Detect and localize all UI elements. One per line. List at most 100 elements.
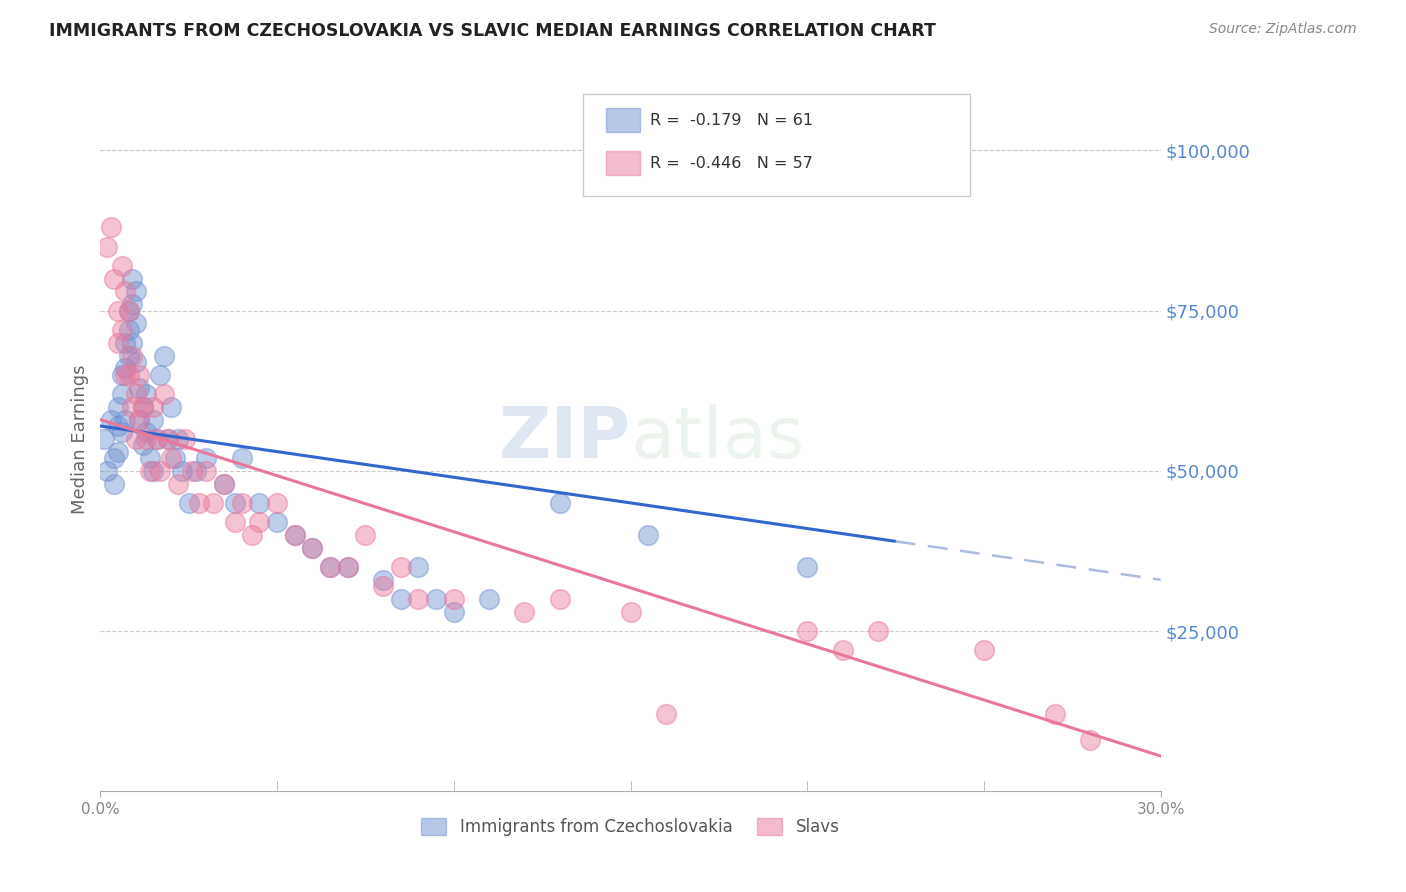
Point xyxy=(114,368,136,382)
Point xyxy=(181,464,204,478)
Point xyxy=(146,432,169,446)
Point xyxy=(103,450,125,465)
Point xyxy=(146,432,169,446)
Point xyxy=(212,476,235,491)
Point xyxy=(319,560,342,574)
Point xyxy=(212,476,235,491)
Point xyxy=(224,515,246,529)
Point xyxy=(354,528,377,542)
Point xyxy=(110,368,132,382)
Point xyxy=(170,464,193,478)
Point xyxy=(177,496,200,510)
Point xyxy=(548,496,571,510)
Text: IMMIGRANTS FROM CZECHOSLOVAKIA VS SLAVIC MEDIAN EARNINGS CORRELATION CHART: IMMIGRANTS FROM CZECHOSLOVAKIA VS SLAVIC… xyxy=(49,22,936,40)
Point xyxy=(637,528,659,542)
Point xyxy=(121,335,143,350)
Point xyxy=(135,387,157,401)
Point xyxy=(160,450,183,465)
Point xyxy=(371,573,394,587)
Point xyxy=(443,605,465,619)
Point xyxy=(110,425,132,440)
Point xyxy=(125,285,148,299)
Point xyxy=(107,400,129,414)
Point xyxy=(336,560,359,574)
Point xyxy=(371,579,394,593)
Point xyxy=(135,432,157,446)
Point xyxy=(266,496,288,510)
Point xyxy=(135,425,157,440)
Point xyxy=(125,432,148,446)
Point xyxy=(266,515,288,529)
Point xyxy=(114,412,136,426)
Point xyxy=(107,303,129,318)
Point xyxy=(655,707,678,722)
Point xyxy=(114,285,136,299)
Point xyxy=(96,239,118,253)
Point xyxy=(319,560,342,574)
Text: R =  -0.446   N = 57: R = -0.446 N = 57 xyxy=(650,156,813,170)
Text: atlas: atlas xyxy=(630,404,804,474)
Point xyxy=(132,400,155,414)
Point xyxy=(142,464,165,478)
Point xyxy=(163,450,186,465)
Point xyxy=(1078,733,1101,747)
Point xyxy=(96,464,118,478)
Point xyxy=(142,412,165,426)
Point xyxy=(408,560,430,574)
Point xyxy=(1043,707,1066,722)
Point xyxy=(117,303,139,318)
Point xyxy=(284,528,307,542)
Text: ZIP: ZIP xyxy=(498,404,630,474)
Text: R =  -0.179   N = 61: R = -0.179 N = 61 xyxy=(650,113,813,128)
Point xyxy=(174,432,197,446)
Point xyxy=(100,220,122,235)
Point xyxy=(153,387,176,401)
Point xyxy=(117,368,139,382)
Point xyxy=(128,380,150,394)
Point xyxy=(156,432,179,446)
Point xyxy=(796,624,818,638)
Point xyxy=(389,592,412,607)
Point xyxy=(184,464,207,478)
Point xyxy=(156,432,179,446)
Point xyxy=(103,271,125,285)
Point xyxy=(548,592,571,607)
Point xyxy=(513,605,536,619)
Y-axis label: Median Earnings: Median Earnings xyxy=(72,364,89,514)
Point xyxy=(284,528,307,542)
Point xyxy=(149,368,172,382)
Point xyxy=(478,592,501,607)
Point xyxy=(121,400,143,414)
Point xyxy=(336,560,359,574)
Point xyxy=(149,464,172,478)
Point xyxy=(425,592,447,607)
Point xyxy=(973,643,995,657)
Point xyxy=(301,541,323,555)
Point xyxy=(128,368,150,382)
Legend: Immigrants from Czechoslovakia, Slavs: Immigrants from Czechoslovakia, Slavs xyxy=(415,812,846,843)
Point xyxy=(132,400,155,414)
Point xyxy=(188,496,211,510)
Point xyxy=(139,450,162,465)
Text: Source: ZipAtlas.com: Source: ZipAtlas.com xyxy=(1209,22,1357,37)
Point xyxy=(107,419,129,434)
Point xyxy=(195,450,218,465)
Point xyxy=(139,464,162,478)
Point xyxy=(247,496,270,510)
Point xyxy=(142,400,165,414)
Point xyxy=(831,643,853,657)
Point xyxy=(121,271,143,285)
Point xyxy=(121,349,143,363)
Point xyxy=(93,432,115,446)
Point xyxy=(195,464,218,478)
Point xyxy=(866,624,889,638)
Point xyxy=(117,323,139,337)
Point xyxy=(240,528,263,542)
Point xyxy=(110,387,132,401)
Point xyxy=(247,515,270,529)
Point xyxy=(103,476,125,491)
Point xyxy=(107,444,129,458)
Point xyxy=(202,496,225,510)
Point xyxy=(125,387,148,401)
Point xyxy=(796,560,818,574)
